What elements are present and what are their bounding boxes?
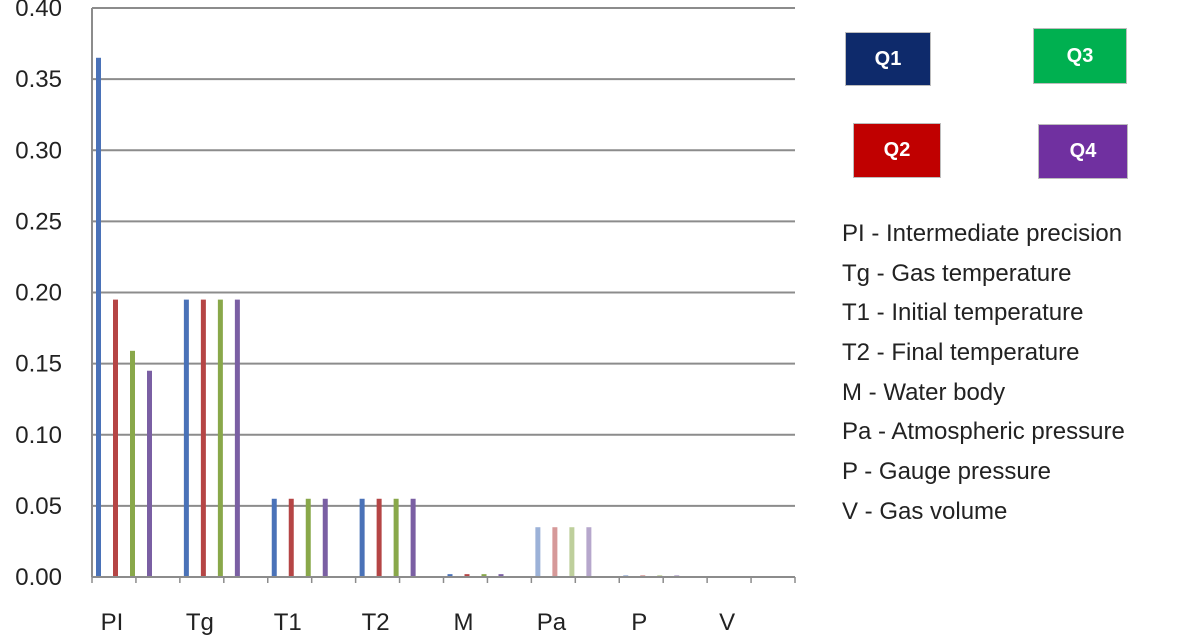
y-axis-tick-labels: 0.00 0.05 0.10 0.15 0.20 0.25 0.30 0.35 0.40 [15,0,62,591]
bar-q2-t2 [376,498,382,577]
bar-q1-t2 [359,498,365,577]
abbreviation-item: V - Gas volume [842,497,1008,525]
abbreviation-item: P - Gauge pressure [842,458,1052,486]
y-tick-label: 0.00 [15,564,62,591]
abbreviation-item: M - Water body [842,378,1006,406]
bar-q1-tg [183,299,189,577]
bar-q2-tg [200,299,206,577]
bar-q4-tg [234,299,240,577]
y-tick-label: 0.30 [15,137,62,164]
bar-q4-m [498,574,504,577]
bar-q2-pa [552,527,558,577]
bar-q4-pa [586,527,592,577]
x-tick-label: P [631,609,647,636]
bar-q2-m [464,574,470,577]
bar-q3-pi [130,350,135,577]
x-tick-label: PI [101,609,124,636]
bar-q2-t1 [288,498,294,577]
y-tick-label: 0.20 [15,280,62,307]
abbreviation-item: PI - Intermediate precision [842,220,1123,247]
gridlines [92,7,795,507]
bar-q1-pa [535,527,541,577]
bar-q1-t1 [271,498,277,577]
bar-q3-tg [217,299,223,577]
legend-q1: Q1 [845,32,931,86]
y-tick-label: 0.35 [15,66,62,93]
abbreviation-item: Tg - Gas temperature [842,259,1072,287]
legend-q2: Q2 [853,123,941,178]
bars [96,57,680,578]
x-tick-label: T2 [362,609,390,636]
abbreviation-item: Pa - Atmospheric pressure [842,418,1125,446]
bar-q3-pa [569,527,575,577]
legend-q3: Q3 [1033,28,1127,84]
legend-q4: Q4 [1038,124,1128,179]
bar-q4-pi [147,370,152,577]
x-tick-label: M [454,609,474,636]
bar-q4-t1 [322,498,328,577]
bar-q3-t1 [305,498,311,577]
x-tick-label: Tg [186,609,214,636]
y-tick-label: 0.25 [15,208,62,235]
x-tick-label: Pa [537,609,567,636]
abbreviation-key: PI - Intermediate precision Tg - Gas tem… [842,214,1125,532]
y-tick-label: 0.15 [15,351,62,378]
bar-q4-t2 [410,498,416,577]
y-tick-label: 0.05 [15,493,62,520]
x-axis-tick-labels: PI Tg T1 T2 M Pa P V [101,609,735,636]
bar-q3-t2 [393,498,399,577]
bar-q1-pi [96,57,101,578]
bar-q1-m [447,574,453,577]
bar-q3-m [481,574,487,577]
y-tick-label: 0.10 [15,422,62,449]
y-tick-label: 0.40 [15,0,62,22]
axes [91,8,796,583]
abbreviation-item: T2 - Final temperature [842,339,1080,367]
x-tick-label: V [719,609,735,636]
bar-q2-pi [113,299,118,577]
abbreviation-item: T1 - Initial temperature [842,299,1084,327]
x-tick-label: T1 [274,609,302,636]
